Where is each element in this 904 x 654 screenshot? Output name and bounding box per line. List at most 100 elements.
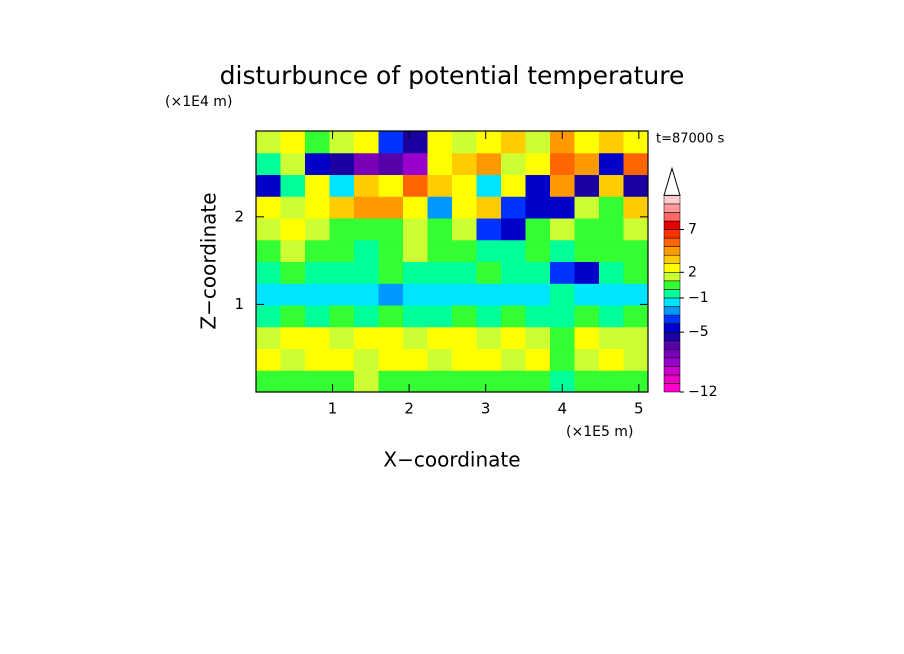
contour-cell [280, 305, 306, 328]
contour-cell [476, 196, 502, 219]
contour-cell [378, 218, 404, 241]
contour-cell [280, 261, 306, 284]
contour-cell [256, 239, 281, 262]
contour-cell [550, 152, 575, 176]
contour-cell [305, 131, 330, 154]
contour-cell [599, 218, 624, 241]
contour-cell [452, 326, 477, 350]
contour-cell [378, 261, 404, 284]
colorbar-swatch [663, 195, 681, 205]
contour-cell [378, 196, 404, 219]
contour-cell [525, 326, 551, 350]
colorbar-swatch [663, 220, 681, 230]
contour-cell [305, 305, 330, 328]
contour-cell [501, 261, 526, 284]
contour-cell [354, 131, 379, 154]
contour-cell [501, 326, 526, 350]
contour-cell [305, 348, 330, 371]
contour-cell [452, 196, 477, 219]
contour-cell [550, 196, 575, 219]
contour-cell [403, 370, 428, 393]
colorbar-swatch [663, 229, 681, 239]
contour-cell [525, 218, 551, 241]
contour-cell [525, 348, 551, 371]
contour-cell [403, 174, 428, 197]
contour-cell [427, 305, 453, 328]
contour-cell [256, 370, 281, 393]
contour-cell [354, 174, 379, 197]
contour-cell [427, 283, 453, 306]
contour-cell [378, 305, 404, 328]
contour-cell [574, 131, 600, 154]
contour-cell [305, 239, 330, 262]
contour-cell [378, 131, 404, 154]
contour-cell [280, 326, 306, 350]
y-unit-label: (×1E4 m) [165, 94, 232, 110]
contour-cell [476, 326, 502, 350]
contour-cell [256, 326, 281, 350]
contour-cell [452, 305, 477, 328]
contour-cell [427, 239, 453, 262]
colorbar-swatch [663, 289, 681, 299]
colorbar-tick-label: −12 [688, 384, 718, 400]
contour-cell [452, 283, 477, 306]
contour-cell [574, 152, 600, 176]
contour-cell [427, 370, 453, 393]
y-tick-label: 1 [234, 295, 244, 313]
contour-cell [256, 196, 281, 219]
contour-cell [599, 196, 624, 219]
contour-cell [525, 305, 551, 328]
contour-cell [550, 174, 575, 197]
contour-cell [403, 239, 428, 262]
colorbar-swatch [663, 254, 681, 264]
contour-cell [501, 239, 526, 262]
colorbar-extension [663, 166, 681, 196]
contour-cell [378, 370, 404, 393]
contour-cell [378, 283, 404, 306]
contour-cell [550, 283, 575, 306]
colorbar-swatch [663, 383, 681, 393]
colorbar-swatch [663, 272, 681, 282]
contour-cell [280, 283, 306, 306]
contour-cell [623, 348, 649, 371]
x-tick-label: 3 [481, 400, 491, 418]
contour-cell [329, 348, 355, 371]
contour-cell [256, 261, 281, 284]
contour-cell [476, 131, 502, 154]
contour-cell [574, 283, 600, 306]
contour-cell [623, 370, 649, 393]
contour-cell [329, 152, 355, 176]
x-tick-label: 4 [557, 400, 567, 418]
contour-cell [256, 305, 281, 328]
contour-cell [623, 305, 649, 328]
contour-cell [501, 370, 526, 393]
contour-cell [574, 261, 600, 284]
contour-cell [378, 152, 404, 176]
contour-cell [305, 261, 330, 284]
contour-cell [403, 326, 428, 350]
contour-cell [329, 239, 355, 262]
colorbar-tick-label: 7 [688, 222, 697, 238]
contour-cell [501, 174, 526, 197]
contour-cell [550, 218, 575, 241]
contour-cell [623, 196, 649, 219]
colorbar-swatch [663, 366, 681, 376]
colorbar-swatch [663, 340, 681, 350]
contour-cell [525, 131, 551, 154]
plot-frame [255, 130, 649, 393]
contour-cell [525, 370, 551, 393]
contour-cell [280, 152, 306, 176]
contour-cell [427, 152, 453, 176]
contour-cell [623, 174, 649, 197]
contour-cell [550, 370, 575, 393]
contour-cell [623, 152, 649, 176]
contour-cell [354, 239, 379, 262]
contour-cell [599, 239, 624, 262]
contour-cell [574, 239, 600, 262]
y-tick-label: 2 [234, 207, 244, 225]
contour-cell [623, 283, 649, 306]
contour-cell [501, 152, 526, 176]
colorbar-swatch [663, 203, 681, 213]
contour-cell [501, 196, 526, 219]
contour-cell [354, 196, 379, 219]
